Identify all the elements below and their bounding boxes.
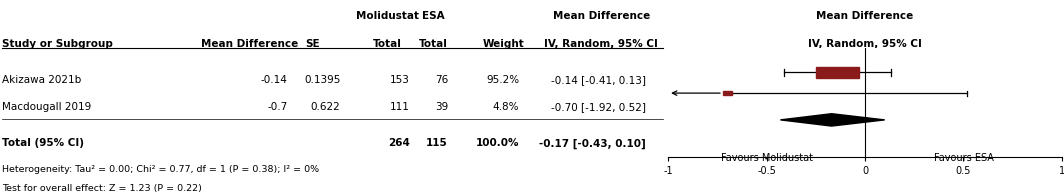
Text: Test for overall effect: Z = 1.23 (P = 0.22): Test for overall effect: Z = 1.23 (P = 0… [2, 184, 202, 193]
Text: Total: Total [418, 39, 448, 49]
Text: Study or Subgroup: Study or Subgroup [2, 39, 113, 49]
Text: Weight: Weight [482, 39, 525, 49]
Text: 0.1395: 0.1395 [304, 75, 340, 85]
Text: Mean Difference: Mean Difference [201, 39, 299, 49]
Text: 100.0%: 100.0% [476, 138, 519, 148]
Bar [722, 91, 732, 95]
Text: IV, Random, 95% CI: IV, Random, 95% CI [808, 39, 922, 49]
Text: 95.2%: 95.2% [486, 75, 519, 85]
Text: 39: 39 [435, 102, 448, 112]
Text: SE: SE [305, 39, 320, 49]
Text: 4.8%: 4.8% [493, 102, 519, 112]
Text: -0.14: -0.14 [261, 75, 287, 85]
Text: Molidustat: Molidustat [355, 11, 419, 21]
Text: IV, Random, 95% CI: IV, Random, 95% CI [544, 39, 659, 49]
Text: -0.17 [-0.43, 0.10]: -0.17 [-0.43, 0.10] [539, 138, 646, 149]
Text: -0.14 [-0.41, 0.13]: -0.14 [-0.41, 0.13] [551, 75, 646, 85]
Polygon shape [780, 114, 885, 126]
Text: Favours ESA: Favours ESA [933, 153, 994, 163]
Text: ESA: ESA [421, 11, 445, 21]
Bar [816, 67, 859, 78]
Text: -0.70 [-1.92, 0.52]: -0.70 [-1.92, 0.52] [551, 102, 646, 112]
Text: Macdougall 2019: Macdougall 2019 [2, 102, 92, 112]
Text: Mean Difference: Mean Difference [552, 11, 650, 21]
Text: -0.7: -0.7 [267, 102, 287, 112]
Text: Heterogeneity: Tau² = 0.00; Chi² = 0.77, df = 1 (P = 0.38); I² = 0%: Heterogeneity: Tau² = 0.00; Chi² = 0.77,… [2, 165, 319, 174]
Text: 111: 111 [389, 102, 410, 112]
Text: 115: 115 [427, 138, 448, 148]
Text: Favours Molidustat: Favours Molidustat [720, 153, 813, 163]
Text: 76: 76 [435, 75, 448, 85]
Text: Total: Total [372, 39, 402, 49]
Text: 153: 153 [389, 75, 410, 85]
Text: Total (95% CI): Total (95% CI) [2, 138, 84, 148]
Text: Akizawa 2021b: Akizawa 2021b [2, 75, 81, 85]
Text: 0.622: 0.622 [311, 102, 340, 112]
Text: 264: 264 [387, 138, 410, 148]
Text: Mean Difference: Mean Difference [816, 11, 914, 21]
